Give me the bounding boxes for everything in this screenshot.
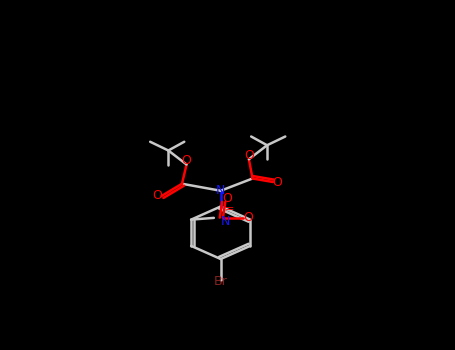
Text: O: O xyxy=(244,149,254,162)
Text: Br: Br xyxy=(214,275,228,288)
Text: O: O xyxy=(222,192,233,205)
Text: O: O xyxy=(182,154,192,168)
Text: O: O xyxy=(152,189,162,203)
Text: =: = xyxy=(225,204,234,214)
Text: N: N xyxy=(216,184,225,197)
Text: O: O xyxy=(273,175,283,189)
Text: O: O xyxy=(243,211,253,224)
Text: N: N xyxy=(221,215,230,228)
